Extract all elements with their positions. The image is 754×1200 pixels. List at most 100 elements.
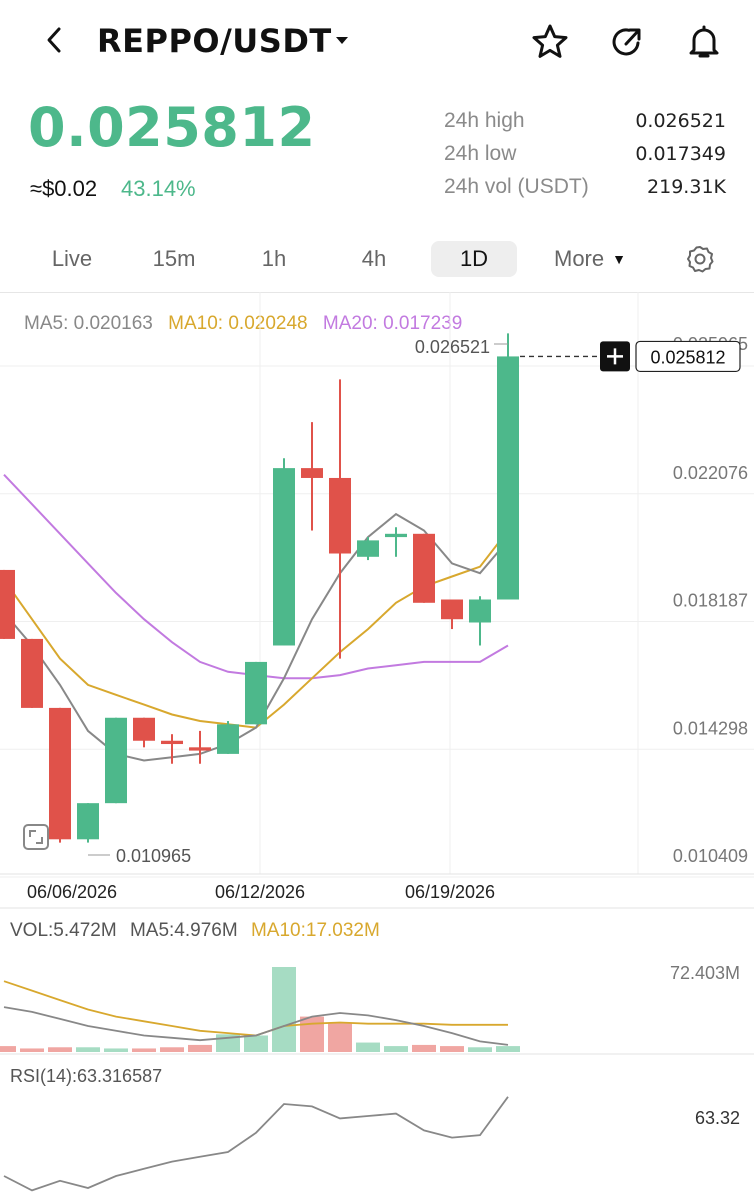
star-icon	[532, 24, 568, 58]
volume-bar	[188, 1044, 212, 1052]
candle-body	[105, 717, 127, 804]
expand-icon	[23, 824, 49, 850]
vol-ma10-legend: MA10:17.032M	[250, 920, 380, 941]
y-tick-label: 0.014298	[673, 718, 748, 738]
vol-legend: VOL:5.472M	[10, 920, 117, 941]
stat-label: 24h vol (USDT)	[444, 174, 589, 198]
tab-4h[interactable]: 4h	[361, 246, 387, 271]
expand-icon-arrows	[29, 830, 43, 844]
volume-bar	[356, 1042, 380, 1052]
caret-down-icon: ▼	[612, 251, 626, 267]
ma5-series	[3, 512, 509, 762]
candles	[0, 333, 519, 843]
tab-more-label: More	[554, 246, 605, 271]
back-icon	[47, 27, 61, 53]
volume-bar	[440, 1046, 464, 1052]
candle-body	[161, 740, 183, 745]
rsi-line	[3, 1096, 509, 1192]
top-bar: REPPO/USDT	[0, 0, 754, 84]
candle-body	[217, 724, 239, 754]
candlestick-chart[interactable]: MA5: 0.020163 MA10: 0.020248 MA20: 0.017…	[0, 292, 754, 908]
chevron-down-icon	[336, 37, 348, 44]
x-tick-label: 06/06/2026	[27, 882, 117, 902]
candle-body	[77, 803, 99, 840]
volume-bar	[76, 1047, 100, 1052]
volume-bar	[272, 967, 296, 1052]
pair-title[interactable]: REPPO/USDT	[97, 22, 332, 60]
x-tick-label: 06/19/2026	[405, 882, 495, 902]
alert-button[interactable]	[682, 20, 726, 64]
price-change-percent: 43.14%	[121, 176, 196, 201]
gear-icon	[687, 246, 714, 273]
tab-15m[interactable]: 15m	[152, 246, 196, 271]
candle-body	[49, 707, 71, 840]
volume-bar	[48, 1047, 72, 1052]
candle-body	[133, 717, 155, 741]
volume-bar	[468, 1047, 492, 1052]
volume-bar	[300, 1016, 324, 1052]
high-label: 0.026521	[415, 337, 490, 357]
stat-24h-volume: 24h vol (USDT) 219.31K	[444, 170, 726, 203]
volume-bar	[104, 1048, 128, 1052]
candle-body	[357, 540, 379, 557]
volume-bar	[412, 1044, 436, 1052]
chart-overlay: 0.026521 0.010965 0.025812	[23, 337, 741, 866]
candle-body	[441, 599, 463, 620]
plus-icon	[607, 348, 623, 365]
stat-24h-high: 24h high 0.026521	[444, 104, 726, 137]
tab-1h[interactable]: 1h	[261, 246, 287, 271]
24h-stats: 24h high 0.026521 24h low 0.017349 24h v…	[444, 104, 726, 203]
tab-live[interactable]: Live	[51, 246, 93, 271]
ma5-line	[3, 512, 509, 762]
pair-selector-dropdown[interactable]	[330, 28, 354, 52]
volume-bar	[160, 1047, 184, 1052]
x-axis-labels: 06/06/2026 06/12/2026 06/19/2026	[27, 882, 495, 902]
volume-ma5-line	[3, 1006, 509, 1046]
tab-more[interactable]: More ▼	[540, 241, 640, 277]
stat-24h-low: 24h low 0.017349	[444, 137, 726, 170]
volume-bar	[384, 1046, 408, 1052]
candle-body	[469, 599, 491, 623]
candle-body	[0, 569, 15, 639]
rsi-value-label: 63.32	[695, 1108, 740, 1128]
chart-canvas[interactable]: 0.0259650.0220760.0181870.0142980.010409…	[0, 292, 754, 1200]
volume-bar	[328, 1022, 352, 1052]
volume-bar	[132, 1048, 156, 1052]
candle-body	[245, 661, 267, 725]
volume-legend: VOL:5.472M MA5:4.976M MA10:17.032M	[10, 920, 388, 942]
stat-label: 24h low	[444, 141, 517, 165]
low-label: 0.010965	[116, 846, 191, 866]
stat-value: 219.31K	[647, 175, 726, 198]
last-price: 0.025812	[28, 96, 316, 159]
back-button[interactable]	[34, 18, 74, 62]
interval-tabs: Live 15m 1h 4h 1D More ▼	[0, 238, 754, 282]
ma10-legend: MA10: 0.020248	[168, 313, 308, 334]
volume-bar	[0, 1046, 16, 1052]
candle-body	[385, 533, 407, 538]
ma-legend: MA5: 0.020163 MA10: 0.020248 MA20: 0.017…	[24, 313, 472, 335]
y-tick-label: 0.018187	[673, 591, 748, 611]
share-button[interactable]	[605, 20, 649, 64]
stat-label: 24h high	[444, 108, 525, 132]
favorite-button[interactable]	[528, 20, 572, 64]
candle-body	[273, 468, 295, 646]
volume-bar	[244, 1035, 268, 1052]
vol-ma5-legend: MA5:4.976M	[129, 920, 238, 941]
chart-settings-button[interactable]	[678, 241, 722, 277]
candle-body	[413, 533, 435, 603]
share-icon	[612, 28, 641, 56]
candle-body	[497, 356, 519, 600]
rsi-panel: 63.32	[3, 1096, 740, 1192]
tab-1d[interactable]: 1D	[431, 241, 517, 277]
stat-value: 0.026521	[635, 109, 726, 132]
candle-body	[329, 477, 351, 554]
candle-body	[301, 468, 323, 478]
rsi-legend: RSI(14):63.316587	[10, 1066, 163, 1086]
stat-value: 0.017349	[635, 142, 726, 165]
volume-panel: 72.403M	[0, 963, 740, 1052]
bell-icon	[689, 25, 719, 58]
candle-body	[21, 638, 43, 708]
volume-bar	[496, 1046, 520, 1052]
volume-bar	[20, 1048, 44, 1052]
